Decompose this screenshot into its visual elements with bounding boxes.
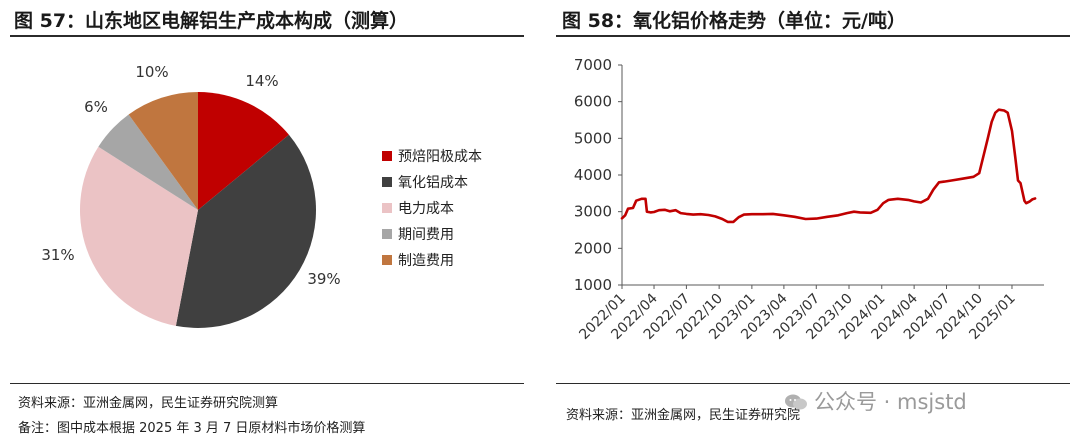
pie-slice-label: 31% [41, 246, 74, 264]
pie-slice [128, 92, 198, 210]
pie-slice-label: 39% [307, 270, 340, 288]
y-tick-label: 4000 [574, 166, 612, 184]
y-tick-label: 3000 [574, 203, 612, 221]
right-chart-title: 图 58：氧化铝价格走势（单位：元/吨） [562, 10, 906, 32]
right-source-text: 资料来源：亚洲金属网，民生证券研究院 [566, 408, 801, 423]
wechat-icon [785, 394, 807, 410]
pie-slice [80, 146, 198, 326]
left-source-text: 资料来源：亚洲金属网，民生证券研究院测算 [18, 396, 279, 411]
price-series-line [620, 108, 1037, 224]
line-chart: 10002000300040005000600070002022/012022/… [574, 56, 1044, 343]
pie-slice [175, 134, 316, 328]
y-tick-label: 5000 [574, 129, 612, 147]
right-title-rule [556, 35, 1070, 37]
legend-label: 期间费用 [398, 227, 454, 243]
legend-swatch [382, 255, 392, 265]
watermark: 公众号 · msjstd [784, 386, 967, 416]
y-tick-label: 2000 [574, 239, 612, 257]
pie-slice [198, 92, 289, 210]
y-tick-label: 6000 [574, 93, 612, 111]
pie-slice-label: 14% [245, 72, 278, 90]
pie-slice-label: 10% [135, 63, 168, 81]
left-note-text: 备注：图中成本根据 2025 年 3 月 7 日原材料市场价格测算 [18, 421, 366, 436]
legend-swatch [382, 151, 392, 161]
legend-label: 电力成本 [398, 201, 454, 217]
y-tick-label: 1000 [574, 276, 612, 294]
pie-slice-label: 6% [84, 98, 108, 116]
right-footer-rule [556, 383, 1070, 384]
legend-swatch [382, 229, 392, 239]
legend-swatch [382, 203, 392, 213]
legend-swatch [382, 177, 392, 187]
left-footer-rule [10, 383, 524, 384]
left-title-rule [10, 35, 524, 37]
y-tick-label: 7000 [574, 56, 612, 74]
left-chart-title: 图 57：山东地区电解铝生产成本构成（测算） [14, 10, 409, 32]
legend-label: 氧化铝成本 [398, 175, 468, 191]
pie-slice [98, 114, 198, 210]
legend-label: 制造费用 [398, 253, 454, 269]
legend-label: 预焙阳极成本 [398, 149, 482, 165]
watermark-text: 公众号 · msjstd [814, 390, 967, 414]
